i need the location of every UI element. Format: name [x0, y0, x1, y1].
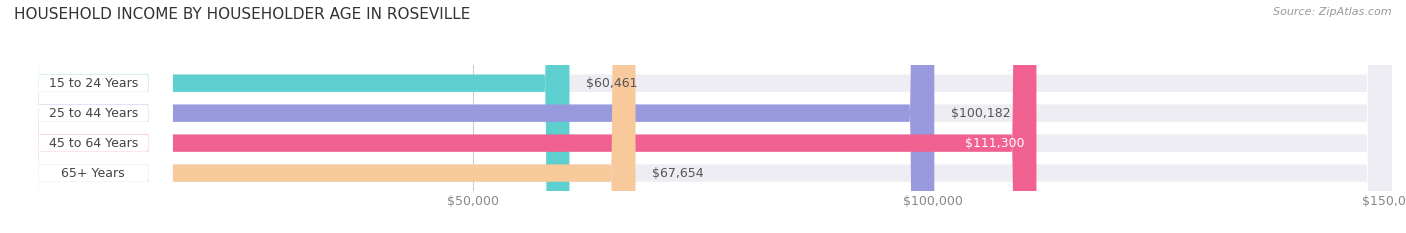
Text: $67,654: $67,654: [652, 167, 703, 180]
Text: 45 to 64 Years: 45 to 64 Years: [49, 137, 138, 150]
FancyBboxPatch shape: [14, 0, 1036, 233]
Text: 25 to 44 Years: 25 to 44 Years: [49, 107, 138, 120]
Text: $111,300: $111,300: [965, 137, 1024, 150]
Text: Source: ZipAtlas.com: Source: ZipAtlas.com: [1274, 7, 1392, 17]
FancyBboxPatch shape: [14, 0, 173, 233]
FancyBboxPatch shape: [14, 0, 1392, 233]
FancyBboxPatch shape: [14, 0, 1392, 233]
Text: $60,461: $60,461: [586, 77, 637, 90]
Text: 15 to 24 Years: 15 to 24 Years: [49, 77, 138, 90]
FancyBboxPatch shape: [14, 0, 1392, 233]
FancyBboxPatch shape: [14, 0, 173, 233]
Text: $100,182: $100,182: [950, 107, 1011, 120]
Text: HOUSEHOLD INCOME BY HOUSEHOLDER AGE IN ROSEVILLE: HOUSEHOLD INCOME BY HOUSEHOLDER AGE IN R…: [14, 7, 471, 22]
FancyBboxPatch shape: [14, 0, 935, 233]
FancyBboxPatch shape: [14, 0, 1392, 233]
Text: 65+ Years: 65+ Years: [62, 167, 125, 180]
FancyBboxPatch shape: [14, 0, 569, 233]
FancyBboxPatch shape: [14, 0, 636, 233]
FancyBboxPatch shape: [14, 0, 173, 233]
FancyBboxPatch shape: [14, 0, 173, 233]
